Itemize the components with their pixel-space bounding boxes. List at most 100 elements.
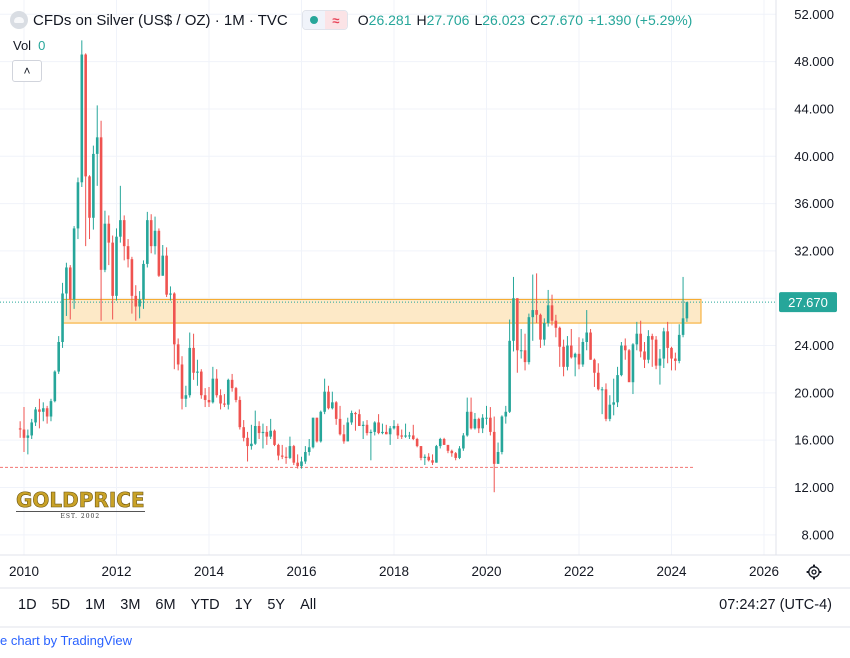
price-axis[interactable]: 52.00048.00044.00040.00036.00032.00028.0…	[794, 7, 834, 543]
collapse-legend-button[interactable]: ˄	[12, 60, 42, 82]
chevron-up-icon: ˄	[23, 64, 31, 78]
candle-body	[377, 422, 380, 434]
candle-body	[346, 422, 350, 442]
candle-body	[203, 395, 207, 400]
candle-body	[165, 255, 168, 295]
close-value: 27.670	[540, 12, 584, 28]
candle-body	[627, 350, 631, 383]
candle-body	[173, 293, 176, 345]
candle-body	[562, 346, 565, 367]
candle-body	[327, 391, 330, 409]
candle-body	[519, 350, 523, 352]
candle-body	[415, 438, 419, 447]
symbol-title[interactable]: CFDs on Silver (US$ / OZ) · 1M · TVC	[33, 11, 288, 29]
clock-readout[interactable]: 07:24:27 (UTC-4)	[719, 597, 832, 613]
candle-body	[512, 298, 515, 341]
candle-body	[277, 444, 280, 456]
candle-body	[381, 431, 384, 434]
candle-body	[454, 453, 457, 458]
candle-body	[188, 347, 192, 396]
y-tick-label: 20.000	[794, 385, 834, 400]
candle-body	[554, 320, 558, 328]
range-button-1y[interactable]: 1Y	[234, 597, 253, 613]
x-tick-label: 2010	[9, 564, 39, 579]
candle-body	[176, 344, 180, 365]
range-button-5y[interactable]: 5Y	[267, 597, 286, 613]
candle-body	[643, 351, 646, 360]
market-open-icon[interactable]	[302, 11, 325, 29]
candle-body	[250, 443, 253, 447]
status-badges[interactable]: ≈	[301, 10, 348, 30]
candle-body	[681, 318, 685, 335]
candle-body	[620, 345, 623, 376]
candle-body	[535, 310, 538, 315]
candle-body	[573, 353, 577, 358]
candle-body	[22, 429, 26, 438]
candle-body	[342, 434, 346, 442]
candle-body	[134, 295, 138, 307]
range-button-all[interactable]: All	[300, 597, 317, 613]
change-value: +1.390 (+5.29%)	[588, 12, 693, 28]
candle-body	[458, 448, 461, 458]
x-tick-label: 2012	[101, 564, 131, 579]
x-tick-label: 2026	[749, 564, 779, 579]
candle-body	[76, 182, 80, 229]
candle-body	[674, 358, 677, 361]
ohlc-values: O26.281 H27.706 L26.023 C27.670 +1.390 (…	[358, 12, 693, 28]
price-tag-label: 27.670	[788, 295, 828, 310]
candle-body	[84, 54, 87, 177]
candle-body	[319, 411, 323, 442]
candle-body	[670, 347, 673, 359]
candle-body	[334, 402, 338, 419]
x-tick-label: 2014	[194, 564, 225, 579]
candle-body	[45, 408, 49, 417]
candle-body	[122, 220, 126, 247]
candle-body	[411, 435, 415, 439]
gear-icon[interactable]	[804, 562, 824, 582]
candle-body	[80, 54, 84, 183]
candle-body	[404, 435, 407, 437]
range-button-6m[interactable]: 6M	[155, 597, 176, 613]
candle-body	[358, 414, 361, 426]
candle-body	[677, 334, 681, 361]
candle-body	[639, 333, 642, 352]
volume-value: 0	[38, 38, 46, 53]
price-tag-box	[779, 292, 837, 313]
candle-body	[635, 333, 639, 345]
low-value: 26.023	[482, 12, 526, 28]
candle-body	[157, 230, 161, 276]
time-axis[interactable]: 2010 2012 2014 2016 2018 2020 2022 2024 2026	[9, 564, 779, 579]
candle-body	[489, 417, 492, 432]
candle-body	[30, 422, 34, 436]
candle-body	[169, 293, 172, 295]
candle-body	[331, 402, 334, 409]
candle-body	[61, 293, 64, 342]
low-label: L	[474, 12, 483, 28]
candle-body	[153, 230, 157, 247]
candle-body	[608, 404, 612, 419]
wave-icon[interactable]: ≈	[324, 11, 347, 29]
volume-legend[interactable]: Vol 0	[13, 38, 45, 53]
candle-body	[546, 305, 550, 324]
candle-body	[184, 395, 188, 399]
candle-body	[647, 336, 650, 360]
candle-body	[219, 395, 222, 404]
candle-body	[539, 314, 542, 340]
candle-body	[365, 424, 369, 434]
range-button-3m[interactable]: 3M	[120, 597, 141, 613]
candle-body	[485, 417, 488, 419]
y-tick-label: 8.000	[801, 527, 834, 542]
candle-body	[41, 408, 45, 412]
last-price-tag: 27.670	[779, 292, 837, 313]
candle-body	[585, 332, 589, 342]
range-button-ytd[interactable]: YTD	[190, 597, 220, 613]
candle-body	[666, 331, 669, 348]
tradingview-credit-link[interactable]: e chart by TradingView	[0, 633, 132, 648]
candle-body	[119, 220, 122, 237]
range-button-1m[interactable]: 1M	[85, 597, 106, 613]
range-button-1d[interactable]: 1D	[18, 597, 37, 613]
candle-body	[107, 223, 111, 243]
range-button-5d[interactable]: 5D	[51, 597, 71, 613]
high-value: 27.706	[426, 12, 470, 28]
